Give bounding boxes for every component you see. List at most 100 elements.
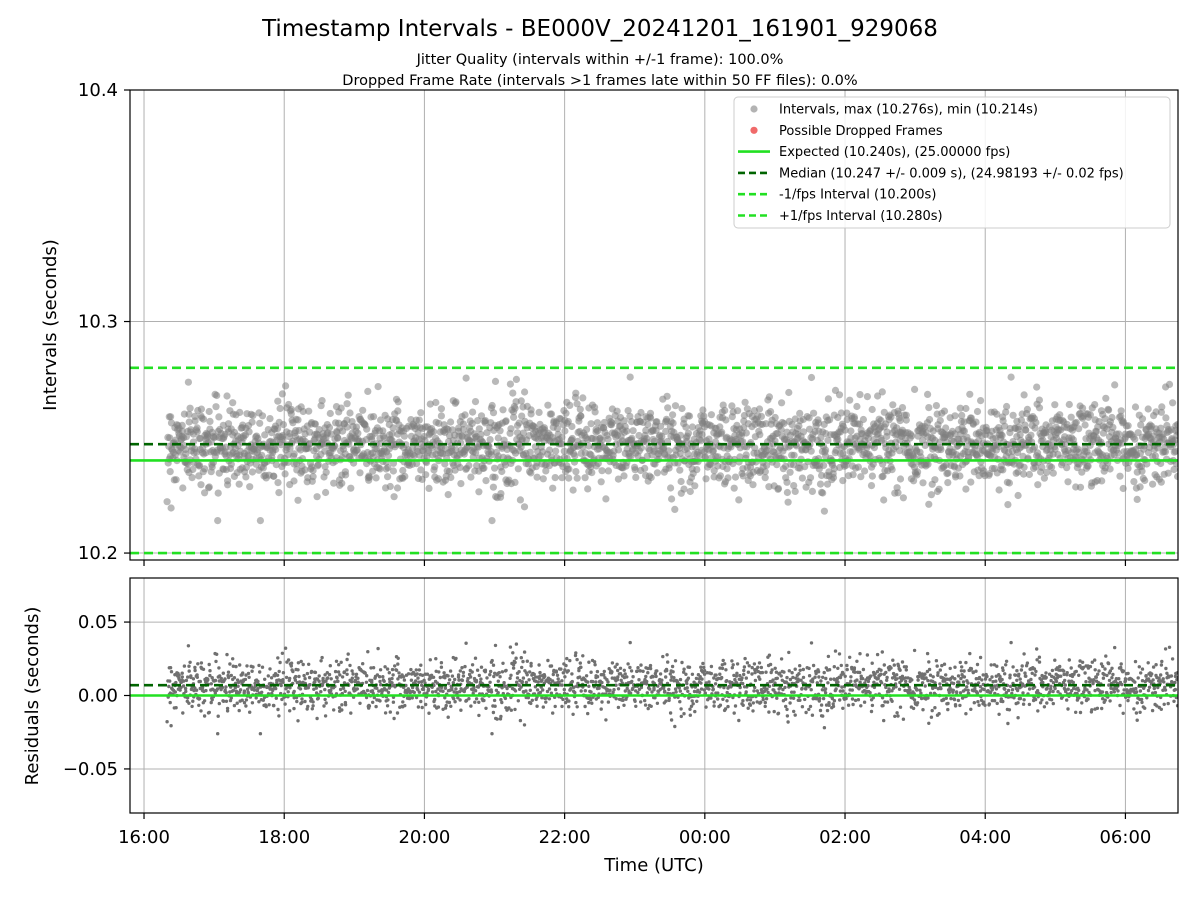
interval-point: [1008, 374, 1015, 381]
residual-point: [272, 704, 275, 707]
residual-point: [905, 668, 908, 671]
interval-point: [1034, 481, 1041, 488]
interval-point: [294, 497, 301, 504]
residual-point: [855, 678, 858, 681]
residual-point: [691, 673, 694, 676]
residual-point: [723, 662, 726, 665]
residual-point: [1007, 689, 1010, 692]
residual-point: [501, 662, 504, 665]
interval-point: [1004, 501, 1011, 508]
residual-point: [300, 660, 303, 663]
residual-point: [596, 670, 599, 673]
residual-point: [188, 661, 191, 664]
residual-point: [1016, 701, 1019, 704]
interval-point: [723, 465, 730, 472]
interval-point: [972, 419, 979, 426]
residual-point: [484, 670, 487, 673]
residual-point: [457, 675, 460, 678]
residual-point: [713, 700, 716, 703]
residual-point: [169, 724, 172, 727]
interval-point: [1107, 465, 1114, 472]
residual-point: [215, 653, 218, 656]
interval-point: [1149, 481, 1156, 488]
residual-point: [973, 701, 976, 704]
residual-point: [206, 678, 209, 681]
residual-point: [833, 665, 836, 668]
residual-point: [596, 675, 599, 678]
residual-point: [1033, 673, 1036, 676]
residual-point: [703, 669, 706, 672]
residual-point: [531, 699, 534, 702]
interval-point: [391, 493, 398, 500]
residual-point: [396, 711, 399, 714]
residual-point: [788, 669, 791, 672]
residual-point: [980, 678, 983, 681]
residual-point: [292, 707, 295, 710]
residual-point: [449, 705, 452, 708]
interval-point: [490, 409, 497, 416]
interval-point: [686, 413, 693, 420]
residual-point: [902, 718, 905, 721]
interval-point: [467, 474, 474, 481]
residual-point: [490, 690, 493, 693]
interval-point: [487, 436, 494, 443]
residual-point: [462, 674, 465, 677]
residual-point: [745, 676, 748, 679]
interval-point: [958, 412, 965, 419]
residual-point: [427, 712, 430, 715]
residual-point: [267, 703, 270, 706]
interval-point: [445, 491, 452, 498]
residual-point: [325, 701, 328, 704]
residual-point: [869, 674, 872, 677]
residual-point: [474, 689, 477, 692]
residual-point: [281, 652, 284, 655]
residual-point: [1039, 701, 1042, 704]
interval-point: [274, 398, 281, 405]
residual-point: [674, 659, 677, 662]
interval-point: [672, 402, 679, 409]
residual-point: [545, 696, 548, 699]
interval-point: [974, 408, 981, 415]
residual-point: [490, 732, 493, 735]
interval-point: [756, 405, 763, 412]
residual-point: [769, 663, 772, 666]
interval-point: [668, 495, 675, 502]
residual-point: [699, 681, 702, 684]
residual-point: [600, 700, 603, 703]
interval-point: [438, 412, 445, 419]
residual-point: [434, 657, 437, 660]
residual-point: [202, 668, 205, 671]
residual-point: [742, 669, 745, 672]
residual-point: [933, 706, 936, 709]
residual-point: [403, 704, 406, 707]
residual-point: [736, 662, 739, 665]
residual-point: [939, 687, 942, 690]
interval-point: [1036, 397, 1043, 404]
residual-point: [446, 674, 449, 677]
residual-point: [867, 680, 870, 683]
interval-point: [809, 488, 816, 495]
residual-point: [554, 688, 557, 691]
residual-point: [226, 707, 229, 710]
interval-point: [691, 482, 698, 489]
residual-point: [323, 688, 326, 691]
residual-point: [858, 671, 861, 674]
residual-point: [243, 689, 246, 692]
interval-point: [756, 431, 763, 438]
interval-point: [1102, 395, 1109, 402]
residual-point: [1017, 673, 1020, 676]
interval-point: [1109, 424, 1116, 431]
residual-point: [785, 676, 788, 679]
residual-point: [519, 719, 522, 722]
residual-point: [890, 700, 893, 703]
residual-point: [587, 685, 590, 688]
residual-point: [741, 682, 744, 685]
residual-point: [593, 660, 596, 663]
residual-point: [988, 702, 991, 705]
residual-point: [913, 649, 916, 652]
residual-point: [274, 687, 277, 690]
residual-point: [936, 664, 939, 667]
legend-entry: -1/fps Interval (10.200s): [779, 188, 936, 203]
residual-point: [576, 705, 579, 708]
residual-point: [896, 714, 899, 717]
